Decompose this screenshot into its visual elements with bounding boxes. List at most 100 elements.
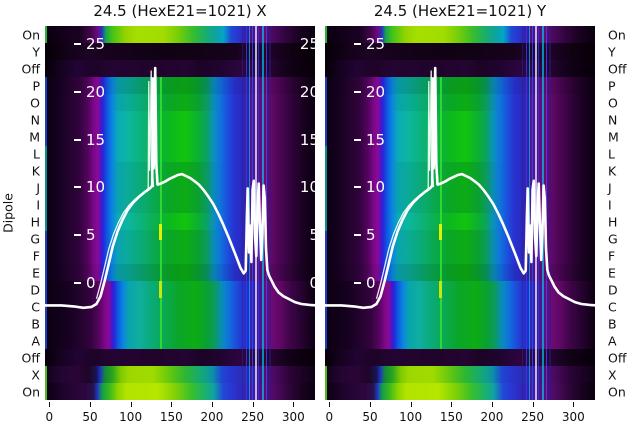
heatmap-vertical-line xyxy=(325,366,327,400)
heatmap-row xyxy=(45,315,315,332)
row-label: On xyxy=(608,384,626,399)
x-tick-mark xyxy=(211,402,213,407)
heatmap-vertical-line xyxy=(439,77,442,349)
row-label: K xyxy=(31,163,40,178)
heatmap-vertical-line xyxy=(549,26,551,400)
beam-profile-curve xyxy=(325,66,595,310)
heatmap-vertical-line xyxy=(325,146,327,231)
row-label: On xyxy=(608,27,626,42)
row-label: Off xyxy=(21,61,40,76)
inner-y-tick-label: 25 xyxy=(366,35,386,54)
heatmap-vertical-line xyxy=(159,281,162,298)
row-label: A xyxy=(608,333,617,348)
inner-y-tick-label: 0 xyxy=(86,273,96,292)
heatmap-area xyxy=(325,26,595,400)
inner-y-tick-label: 15 xyxy=(86,130,106,149)
heatmap-row xyxy=(45,26,315,43)
row-label: P xyxy=(608,78,616,93)
x-tick-label: 200 xyxy=(480,410,504,424)
row-label: B xyxy=(608,316,617,331)
x-tick-mark xyxy=(573,402,575,407)
heatmap-row xyxy=(325,145,595,162)
edge-y-tick-label: 25 xyxy=(299,35,319,54)
row-label: P xyxy=(32,78,40,93)
x-tick-mark xyxy=(130,402,132,407)
heatmap-area xyxy=(45,26,315,400)
heatmap-row xyxy=(45,94,315,111)
row-label: F xyxy=(608,248,616,263)
x-tick-mark xyxy=(451,402,453,407)
heatmap-vertical-line xyxy=(241,26,243,400)
edge-y-tick-label: 20 xyxy=(299,82,319,101)
row-label: N xyxy=(608,112,618,127)
heatmap-row xyxy=(45,332,315,349)
heatmap-row xyxy=(45,145,315,162)
x-tick-label: 0 xyxy=(45,410,54,424)
inner-y-tick-dash xyxy=(74,234,81,237)
row-label: C xyxy=(608,299,617,314)
x-tick-label: 250 xyxy=(241,410,265,424)
inner-y-tick-label: 20 xyxy=(366,82,386,101)
row-label: G xyxy=(30,231,40,246)
row-label: N xyxy=(30,112,40,127)
row-label: X xyxy=(608,367,617,382)
heatmap-panel-y: 25 20 15 10 5 0 0 50 100 150 200 250 300 xyxy=(325,26,595,424)
heatmap-row xyxy=(325,281,595,298)
x-tick-label: 50 xyxy=(82,410,98,424)
row-label: D xyxy=(30,282,40,297)
heatmap-vertical-line xyxy=(325,26,327,43)
heatmap-row xyxy=(45,60,315,77)
heatmap-row xyxy=(325,349,595,366)
heatmap-vertical-line xyxy=(45,77,47,146)
heatmap-row xyxy=(325,264,595,281)
inner-y-tick-dash xyxy=(354,186,361,189)
row-label: X xyxy=(31,367,40,382)
heatmap-row xyxy=(45,162,315,179)
row-labels-left: On Y Off P O N M L K J I H G F E D C B A Off X On xyxy=(0,26,40,400)
heatmap-row xyxy=(45,128,315,145)
heatmap-panel-x: 25 20 15 10 5 0 25 20 15 10 5 0 0 50 100 150 200 250 300 xyxy=(45,26,319,424)
heatmap-vertical-line xyxy=(439,281,442,298)
row-label: B xyxy=(31,316,40,331)
x-tick-mark xyxy=(252,402,254,407)
x-tick-label: 50 xyxy=(362,410,378,424)
beam-profile-curve xyxy=(45,66,315,310)
x-tick-mark xyxy=(171,402,173,407)
edge-y-tick-label: 15 xyxy=(299,130,319,149)
heatmap-row xyxy=(45,383,315,400)
heatmap-row xyxy=(325,128,595,145)
row-label: On xyxy=(22,384,40,399)
heatmap-vertical-line xyxy=(45,146,47,231)
inner-y-tick-dash xyxy=(74,138,81,141)
panel-title-x: 24.5 (HexE21=1021) X xyxy=(93,2,267,20)
row-label: Off xyxy=(608,61,627,76)
heatmap-row xyxy=(45,349,315,366)
inner-y-tick-dash xyxy=(354,138,361,141)
inner-y-tick-dash xyxy=(354,281,361,284)
heatmap-row xyxy=(45,43,315,60)
row-label: E xyxy=(608,265,616,280)
heatmap-vertical-line xyxy=(325,77,327,146)
row-label: E xyxy=(32,265,40,280)
x-tick-label: 300 xyxy=(281,410,305,424)
inner-y-tick-label: 10 xyxy=(366,178,386,197)
x-tick-label: 300 xyxy=(561,410,585,424)
x-tick-label: 150 xyxy=(159,410,183,424)
inner-y-tick-label: 0 xyxy=(366,273,376,292)
heatmap-row xyxy=(45,111,315,128)
heatmap-row xyxy=(325,60,595,77)
heatmap-row xyxy=(45,298,315,315)
heatmap-vertical-line xyxy=(45,366,47,400)
heatmap-row xyxy=(325,315,595,332)
inner-y-tick-dash xyxy=(74,281,81,284)
inner-y-tick-label: 5 xyxy=(86,226,96,245)
heatmap-vertical-line xyxy=(521,26,523,400)
row-label: J xyxy=(36,180,40,195)
row-label: H xyxy=(30,214,40,229)
x-tick-mark xyxy=(532,402,534,407)
edge-y-tick-label: 5 xyxy=(309,226,319,245)
heatmap-row xyxy=(325,298,595,315)
inner-y-tick-label: 15 xyxy=(366,130,386,149)
heatmap-vertical-line xyxy=(45,231,47,349)
